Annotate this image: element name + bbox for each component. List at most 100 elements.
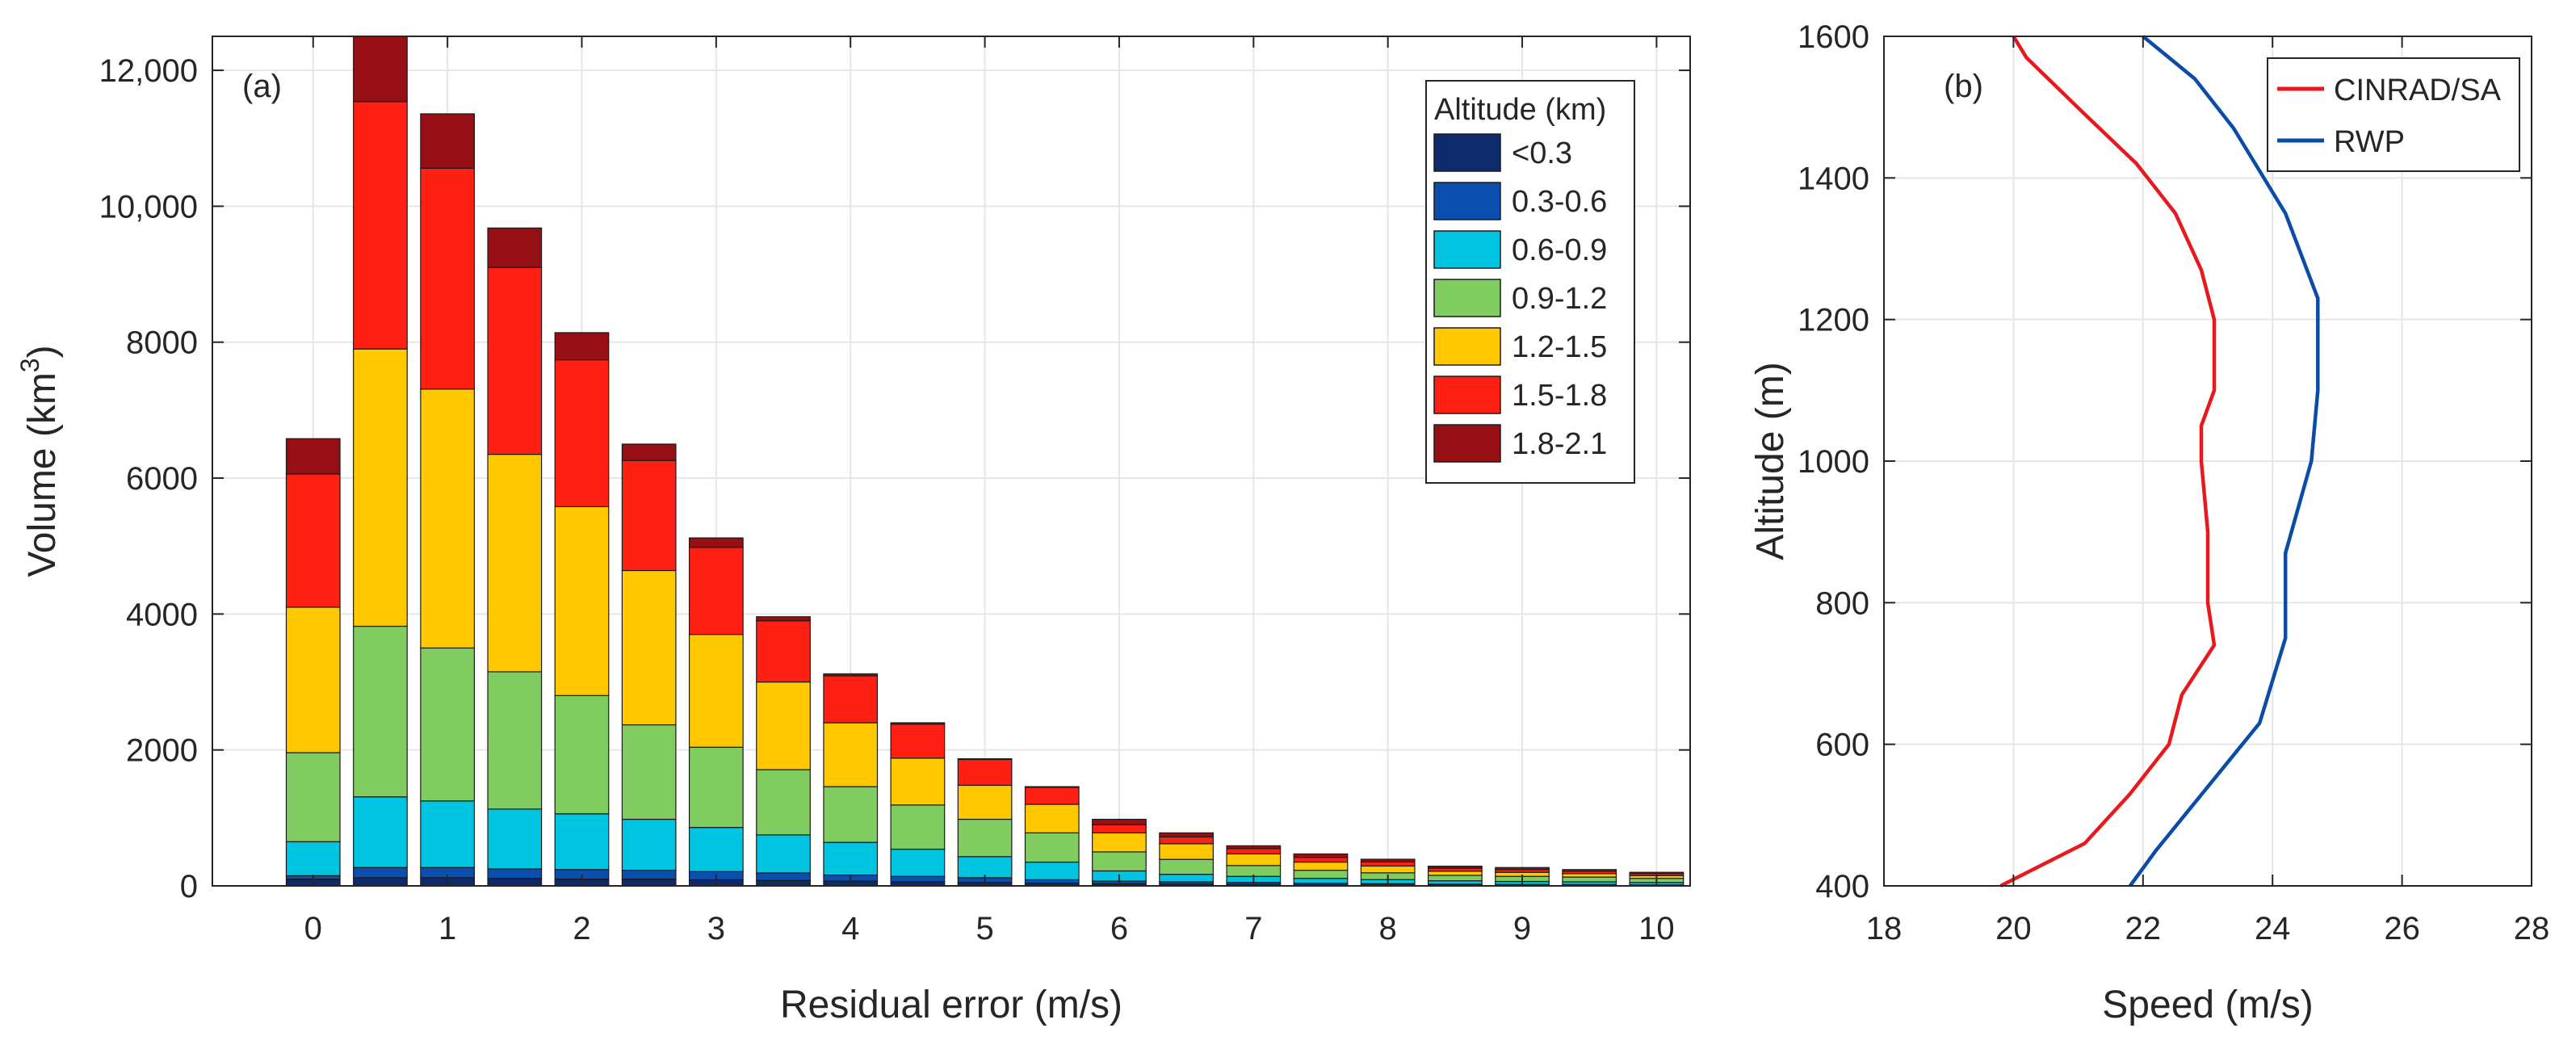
chart-a-bar-segment [420, 647, 476, 802]
chart-a-bar-segment [1360, 861, 1416, 867]
chart-a-x-tick-label: 4 [841, 911, 859, 946]
chart-a-y-axis-label-prefix: Volume (km [21, 372, 64, 577]
chart-a-bar-segment [554, 694, 610, 815]
chart-a-bar-segment [688, 537, 744, 548]
chart-a-bar-segment [420, 388, 476, 649]
chart-a-legend-swatch [1433, 182, 1501, 220]
chart-a-bar-segment [823, 675, 879, 724]
chart-a-y-axis-label-suffix: ) [21, 345, 64, 358]
chart-a-y-tick-label: 0 [180, 869, 198, 904]
chart-a-legend-label: 0.6-0.9 [1512, 233, 1607, 267]
chart-a-bar-segment [1293, 853, 1349, 858]
chart-b-x-tick-label: 26 [2384, 911, 2420, 946]
chart-a-legend-swatch [1433, 279, 1501, 317]
chart-a-bar-segment [756, 879, 811, 886]
chart-b-y-tick-labels: 400 600 800 1000 1200 1400 1600 [1798, 19, 1869, 904]
chart-a-bar-segment [1226, 845, 1282, 850]
chart-a-bar-segment [1293, 861, 1349, 871]
chart-a-bar-segment [756, 769, 811, 836]
chart-a-bar-segment [554, 332, 610, 361]
chart-a-bar-segment [1562, 873, 1617, 878]
chart-a-bar-segment [621, 724, 677, 820]
chart-a-bar-segment [688, 746, 744, 829]
chart-a-bar-segment [353, 877, 408, 886]
chart-b-lines [1999, 35, 2320, 888]
chart-a-bar-segment [1024, 804, 1080, 833]
chart-a-bar-segment [285, 438, 341, 475]
chart-a-bar-segment [823, 841, 879, 876]
chart-a-panel-label: (a) [242, 69, 282, 104]
chart-a-bar-segment [957, 856, 1013, 879]
chart-a-bar-segment [688, 827, 744, 872]
chart-a-legend-items: <0.3 0.3-0.6 0.6-0.9 0.9-1.2 1.2-1.5 1.5-1.8 1… [1433, 133, 1607, 463]
chart-b-y-tick-label: 1400 [1798, 161, 1869, 196]
chart-a-bar-segment [957, 758, 1013, 787]
chart-a-x-tick-label: 10 [1638, 911, 1675, 946]
chart-b-x-tick-label: 20 [1995, 911, 2032, 946]
chart-a-bar-segment [957, 784, 1013, 820]
chart-a-bar-segment [1024, 787, 1080, 805]
chart-b-y-tick-label: 1200 [1798, 303, 1869, 338]
chart-a-bar-segment [420, 113, 476, 169]
chart-a-bar-segment [1092, 851, 1147, 872]
chart-a-legend-label: 1.8-2.1 [1512, 427, 1607, 461]
chart-a-legend-label: <0.3 [1512, 136, 1572, 170]
chart-a-bar-segment [1427, 875, 1483, 882]
chart-a-legend-swatch [1433, 376, 1501, 414]
chart-a-bar-segment [1293, 870, 1349, 879]
chart-a-bar-segment [1092, 824, 1147, 833]
chart-a-bar-segment [1427, 871, 1483, 876]
chart-b-legend-box [2267, 57, 2520, 172]
chart-a-bar-segment [688, 634, 744, 748]
chart-a-legend-label: 1.5-1.8 [1512, 379, 1607, 413]
chart-a-y-tick-label: 10,000 [99, 189, 198, 224]
chart-a-legend-swatch [1433, 424, 1501, 463]
chart-a-y-tick-label: 12,000 [99, 53, 198, 89]
chart-b-ticks [1883, 36, 2532, 887]
chart-a-x-tick-label: 1 [438, 911, 456, 946]
chart-a-bar-segment [1024, 861, 1080, 881]
chart-a-y-tick-label: 6000 [126, 461, 198, 497]
chart-b-panel-label: (b) [1944, 69, 1983, 104]
chart-b-legend-label: CINRAD/SA [2334, 73, 2502, 107]
chart-b-series-line [1999, 35, 2217, 888]
chart-a-bar-segment [621, 878, 677, 886]
chart-a-legend-label: 1.2-1.5 [1512, 330, 1607, 364]
chart-a-bar-segment [756, 616, 811, 622]
chart-a-bar-segment [823, 722, 879, 787]
chart-a-bar-segment [1427, 880, 1483, 885]
chart-b-x-tick-label: 28 [2514, 911, 2550, 946]
chart-a-bar-segment [1159, 843, 1215, 860]
chart-a: 0 1 2 3 4 5 6 7 8 9 10 0 2000 4000 6000 8000 10,000 12,0… [15, 36, 1691, 1026]
chart-a-bar-segment [1226, 853, 1282, 866]
chart-a-bar-segment [1562, 869, 1617, 872]
chart-a-bar-segment [554, 813, 610, 871]
chart-a-bar-segment [1226, 848, 1282, 855]
chart-a-bar-segment [756, 620, 811, 683]
chart-a-bar-segment [823, 786, 879, 843]
chart-a-x-tick-label: 6 [1110, 911, 1128, 946]
chart-a-bar-segment [1293, 857, 1349, 863]
chart-a-bar-segment [1360, 858, 1416, 862]
chart-a-x-tick-label: 5 [975, 911, 993, 946]
chart-a-bar-segment [957, 818, 1013, 858]
chart-b-y-tick-label: 800 [1815, 585, 1869, 621]
chart-a-x-tick-label: 7 [1244, 911, 1262, 946]
chart-a-bar-segment [487, 878, 543, 886]
chart-a-x-tick-label: 2 [573, 911, 590, 946]
chart-a-bar-segment [621, 818, 677, 871]
chart-a-bar-segment [1159, 832, 1215, 838]
chart-a-x-tick-label: 8 [1379, 911, 1397, 946]
chart-a-legend: Altitude (km) <0.3 0.3-0.6 0.6-0.9 0.9-1.2 1… [1425, 80, 1635, 484]
chart-a-bar-segment [554, 506, 610, 696]
chart-a-bar-segment [1293, 878, 1349, 884]
chart-a-bar-segment [1024, 832, 1080, 863]
chart-a-bar-segment [890, 804, 946, 850]
chart-a-x-tick-label: 9 [1513, 911, 1531, 946]
chart-b: 18 20 22 24 26 28 400 600 800 1000 1200 1400 1600 (… [1749, 19, 2549, 1026]
chart-b-x-tick-labels: 18 20 22 24 26 28 [1866, 911, 2550, 946]
chart-a-bar-segment [621, 443, 677, 461]
chart-a-bar-segment [621, 459, 677, 572]
chart-a-bar-segment [353, 348, 408, 627]
chart-a-bar-segment [487, 868, 543, 879]
